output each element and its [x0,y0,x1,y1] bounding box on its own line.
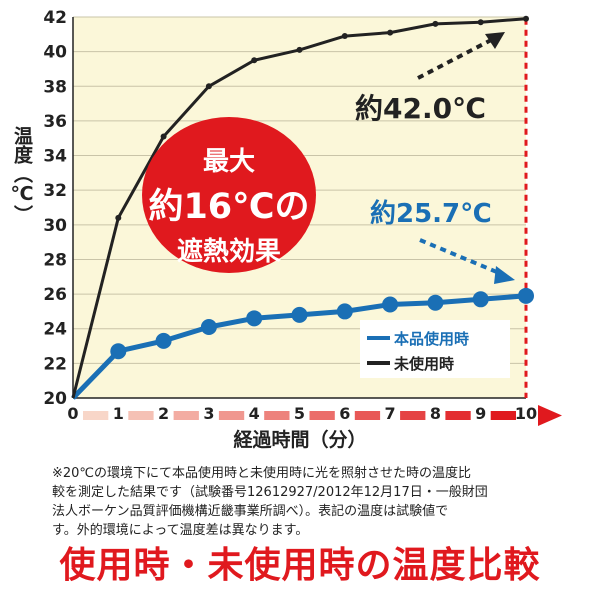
heat-shield-badge: 最大 約16℃の 遮熱効果 [142,117,316,273]
legend-label-black: 未使用時 [393,355,454,373]
data-point-used [155,332,172,349]
x-tick-label: 9 [475,404,486,423]
data-point-unused [160,133,167,140]
y-axis-label: 温度（℃） [11,126,33,224]
footnote-line-1: ※20℃の環境下にて本品使用時と未使用時に光を照射させた時の温度比 [52,466,472,481]
x-tick-label: 5 [294,404,305,423]
max-temp-black-label: 約42.0℃ [355,92,486,125]
x-tick-label: 2 [158,404,169,423]
x-tick-label: 10 [515,404,537,423]
data-point-used [200,318,217,335]
time-bar-segment [490,411,516,420]
legend-label-blue: 本品使用時 [394,330,469,348]
legend: 本品使用時 未使用時 [360,320,510,378]
x-tick-label: 0 [67,404,78,423]
y-tick-label: 40 [43,43,67,63]
x-tick-label: 8 [430,404,441,423]
arrow-black [417,36,496,80]
data-point-used [110,343,127,360]
time-bar-segment [128,411,154,420]
data-point-used [382,296,399,313]
y-tick-label: 22 [43,354,67,374]
data-point-unused [115,214,122,221]
y-tick-label: 34 [43,147,67,167]
time-bar-arrowhead [538,405,562,426]
footnote-line-2: 較を測定した結果です（試験番号12612927/2012年12月17日・一般財団 [52,485,488,500]
time-bar-segment [354,411,381,420]
arrow-blue [419,238,505,277]
x-tick-labels: 0 1 2 3 4 5 6 7 8 9 10 [67,404,537,423]
x-tick-label: 3 [203,404,214,423]
data-point-used [246,310,263,327]
footnote-line-3: 法人ボーケン品質評価機構近畿事業所調べ）。表記の温度は試験値で [52,504,449,519]
arrow-black-head [485,32,505,49]
data-point-used [518,287,534,304]
y-tick-labels: 20 22 24 26 28 30 32 34 36 38 40 42 [43,8,67,409]
time-bar-segment [218,411,245,420]
data-point-unused [251,57,258,64]
data-point-unused [432,20,439,27]
x-axis-label: 経過時間（分） [233,428,366,451]
data-point-unused [387,29,394,36]
series-lines [71,15,534,400]
data-point-used [336,303,353,320]
headline: 使用時・未使用時の温度比較 [59,545,541,586]
y-tick-label: 24 [43,320,67,340]
time-gradient-bar [83,405,562,426]
data-point-used [472,291,489,308]
y-tick-label: 26 [43,285,67,305]
y-tick-label: 28 [43,250,67,270]
y-axis-title: 温度（℃） [11,126,33,224]
time-bar-segment [400,411,426,420]
footnote-line-4: す。外的環境によって温度差は異なります。 [52,523,309,538]
data-point-unused [205,83,212,90]
y-tick-label: 32 [43,181,67,201]
legend-box [360,320,510,378]
x-tick-label: 1 [113,404,124,423]
data-point-used [427,294,444,311]
y-tick-label: 30 [43,216,67,236]
badge-line-2: 約16℃の [148,187,309,227]
time-bar-segment [309,411,335,420]
footnote: ※20℃の環境下にて本品使用時と未使用時に光を照射させた時の温度比 較を測定した… [52,464,592,540]
arrow-blue-head [494,266,515,284]
data-point-unused [341,33,348,40]
x-tick-label: 6 [339,404,350,423]
badge-line-3: 遮熱効果 [177,236,281,267]
time-bar-segment [445,411,471,420]
max-temp-blue-label: 約25.7℃ [370,198,492,229]
y-tick-label: 36 [43,112,67,132]
time-bar-segment [83,411,109,420]
y-tick-label: 20 [43,389,67,409]
time-bar-segment [264,411,290,420]
badge-circle [142,117,316,273]
y-tick-label: 38 [43,77,67,97]
time-bar-segment [173,411,199,420]
badge-line-1: 最大 [203,147,255,177]
x-tick-label: 7 [385,404,396,423]
y-tick-label: 42 [43,8,67,28]
data-point-unused [523,15,529,22]
data-point-unused [296,46,303,53]
data-point-used [291,306,308,323]
data-point-unused [477,19,484,26]
x-tick-label: 4 [249,404,260,423]
